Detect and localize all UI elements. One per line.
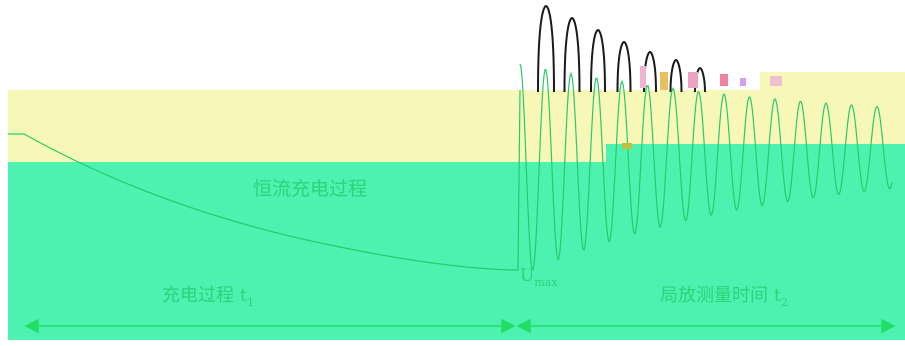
- charging-phase-main: 充电过程 t: [162, 285, 248, 306]
- pd-phase-main: 局放测量时间 t: [660, 285, 782, 306]
- black-wave-peak: [563, 16, 581, 93]
- black-wave-peak: [669, 58, 683, 93]
- charging-curve: [8, 89, 521, 271]
- umax-main: U: [520, 266, 534, 286]
- charging-phase-arrow: [24, 318, 516, 334]
- black-wave-peak: [616, 40, 632, 93]
- upper-band-right-notch: [606, 72, 905, 90]
- umax-subscript: max: [534, 276, 558, 289]
- lower-band: [8, 162, 905, 340]
- charging-phase-subscript: 1: [247, 296, 254, 309]
- pd-phase-subscript: 2: [781, 296, 788, 309]
- damped-oscillation-black: [537, 4, 706, 93]
- charging-phase-label: 充电过程 t1: [162, 285, 254, 309]
- oscillation-artifacts: [622, 66, 782, 149]
- damped-oscillation-green: [519, 63, 893, 272]
- black-wave-peak: [537, 4, 555, 93]
- charging-mode-label: 恒流充电过程: [253, 178, 367, 200]
- pd-phase-label: 局放测量时间 t2: [660, 285, 788, 309]
- black-wave-peak: [590, 28, 606, 93]
- umax-label: Umax: [520, 266, 558, 289]
- green-wave-path: [519, 63, 893, 272]
- pd-phase-arrow: [516, 318, 896, 334]
